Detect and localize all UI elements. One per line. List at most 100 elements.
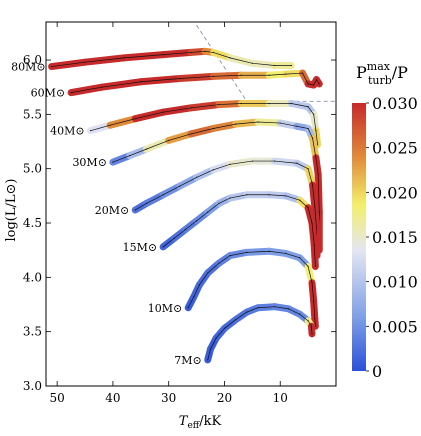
- track-labels: 80M⊙ 60M⊙ 40M⊙ 30M⊙ 20M⊙ 15M⊙ 10M⊙ 7M⊙: [11, 61, 202, 367]
- track-point: [212, 51, 214, 54]
- track-point: [315, 78, 318, 81]
- track-point: [190, 107, 192, 109]
- track-point: [318, 83, 320, 85]
- track-point: [229, 57, 231, 59]
- track-3: [109, 118, 323, 254]
- track-point: [134, 209, 136, 211]
- track-point: [307, 168, 309, 170]
- track-point: [317, 173, 319, 175]
- x-tick-label: 20: [217, 391, 232, 405]
- track-point: [307, 83, 309, 85]
- track-point: [162, 194, 164, 196]
- track-point: [145, 202, 147, 205]
- track-point: [140, 81, 142, 83]
- colorbar-tick-label: 0.025: [372, 139, 418, 158]
- x-tick-label: 50: [50, 391, 65, 405]
- track-point: [229, 255, 231, 257]
- track-label: 15M⊙: [123, 241, 157, 254]
- track-point: [268, 102, 270, 105]
- track-point: [162, 111, 164, 113]
- track-point: [112, 161, 114, 163]
- track-point: [207, 211, 209, 213]
- track-label: 80M⊙: [11, 61, 45, 74]
- track-point: [268, 194, 270, 196]
- track-label: 30M⊙: [72, 156, 106, 169]
- track-point: [257, 307, 259, 309]
- track-point: [311, 222, 313, 224]
- track-point: [195, 176, 198, 178]
- y-tick-label: 4.0: [23, 270, 42, 284]
- track-point: [285, 73, 287, 75]
- track-label: 7M⊙: [174, 354, 201, 367]
- plot-area: [45, 21, 337, 387]
- y-tick-label: 4.5: [23, 216, 42, 230]
- colorbar-tick-label: 0: [372, 362, 382, 381]
- track-point: [307, 207, 309, 209]
- track-point: [307, 265, 309, 268]
- track-point: [310, 325, 313, 327]
- track-point: [311, 184, 314, 186]
- track-point: [314, 206, 316, 208]
- track-point: [315, 227, 318, 230]
- colorbar-ticks: 0 0.005 0.010 0.015 0.020 0.025 0.030: [366, 94, 418, 381]
- track-label: 10M⊙: [148, 302, 182, 315]
- track-point: [129, 155, 131, 157]
- track-point: [229, 163, 231, 165]
- track-point: [274, 160, 276, 162]
- track-point: [307, 320, 309, 322]
- track-point: [240, 102, 242, 105]
- track-5: [159, 191, 319, 270]
- track-point: [314, 318, 316, 320]
- track-point: [235, 123, 237, 125]
- track-point: [145, 148, 147, 150]
- track-point: [315, 157, 317, 159]
- track-point: [215, 337, 217, 339]
- track-point: [285, 195, 287, 197]
- evolutionary-tracks: [48, 47, 323, 364]
- track-centerline: [112, 121, 320, 251]
- track-point: [307, 106, 309, 108]
- colorbar-tick-label: 0.010: [372, 273, 418, 292]
- track-point: [316, 144, 319, 146]
- track-point: [218, 262, 220, 264]
- track-point: [90, 130, 92, 132]
- track-point: [198, 284, 200, 286]
- colorbar-tick-label: 0.030: [372, 94, 418, 113]
- track-point: [246, 251, 248, 253]
- track-point: [195, 220, 198, 222]
- track-point: [179, 77, 181, 80]
- track-point: [229, 197, 231, 199]
- colorbar-tick-label: 0.020: [372, 183, 418, 202]
- track-point: [257, 121, 259, 123]
- track-2: [87, 99, 322, 149]
- colorbar: Pmax turb/P 0 0.005 0.010 0.015 0.020 0.025 0.0…: [352, 60, 418, 381]
- plot-frame: [45, 21, 337, 387]
- track-point: [109, 124, 111, 126]
- y-axis: 3.0 3.5 4.0 4.5 5.0 5.5 6.0: [23, 53, 336, 393]
- track-point: [190, 51, 192, 54]
- track-point: [299, 199, 301, 201]
- track-point: [313, 244, 315, 246]
- track-point: [204, 50, 206, 52]
- track-point: [240, 74, 242, 76]
- track-point: [296, 162, 298, 164]
- y-tick-label: 5.5: [23, 107, 42, 121]
- y-axis-label: log(L/L⊙): [4, 179, 19, 242]
- track-4: [131, 157, 321, 260]
- track-label: 20M⊙: [95, 204, 129, 217]
- y-tick-label: 5.0: [23, 162, 42, 176]
- track-point: [313, 84, 315, 86]
- track-point: [246, 311, 248, 313]
- track-point: [50, 65, 53, 68]
- track-point: [268, 250, 270, 252]
- x-axis-label: Teff/kK: [179, 414, 222, 431]
- track-point: [251, 160, 253, 162]
- colorbar-tick-label: 0.015: [372, 228, 418, 247]
- track-point: [218, 103, 220, 106]
- track-point: [299, 257, 301, 259]
- x-tick-label: 30: [161, 391, 176, 405]
- y-tick-label: 3.0: [23, 379, 42, 393]
- track-point: [299, 313, 301, 315]
- track-point: [84, 61, 86, 63]
- colorbar-gradient: [352, 103, 366, 371]
